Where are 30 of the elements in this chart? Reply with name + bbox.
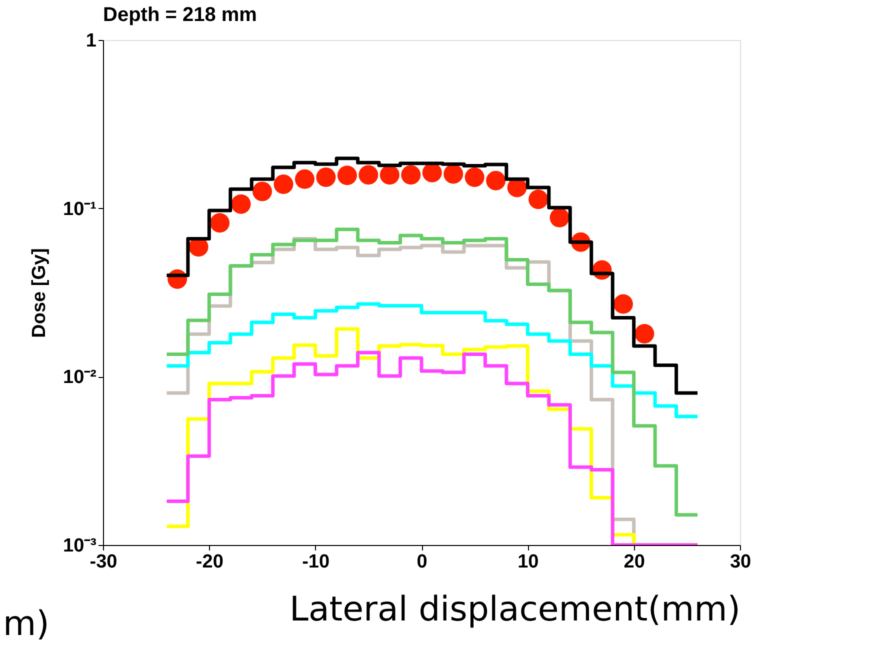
- point: [252, 182, 272, 202]
- x-tick-label: 10: [518, 552, 539, 572]
- x-tick-label: -20: [196, 552, 224, 572]
- point: [294, 169, 314, 189]
- text: m): [3, 604, 50, 644]
- point: [274, 174, 294, 194]
- point: [444, 164, 464, 184]
- x-tick-label: 20: [624, 552, 645, 572]
- x-tick-label: 30: [730, 552, 752, 572]
- point: [358, 165, 378, 185]
- point: [337, 166, 357, 186]
- y-tick-label: 10⁻²: [63, 367, 96, 388]
- chart-title: Depth = 218 mm: [103, 4, 257, 26]
- x-axis-title: Lateral displacement(mm): [290, 590, 740, 630]
- point: [613, 294, 633, 314]
- y-axis-title: Dose [Gy]: [29, 248, 50, 338]
- point: [316, 168, 336, 187]
- point: [528, 190, 548, 210]
- point: [401, 165, 421, 185]
- point: [464, 168, 484, 187]
- point: [634, 324, 654, 344]
- y-tick-label: 1: [86, 30, 97, 52]
- x-tick-label: 0: [416, 552, 428, 572]
- point: [210, 213, 230, 233]
- point: [380, 165, 400, 185]
- point: [486, 170, 506, 190]
- point: [550, 208, 570, 228]
- y-tick-label: 10⁻¹: [63, 198, 96, 220]
- point: [231, 194, 251, 214]
- x-tick-label: -10: [302, 552, 330, 572]
